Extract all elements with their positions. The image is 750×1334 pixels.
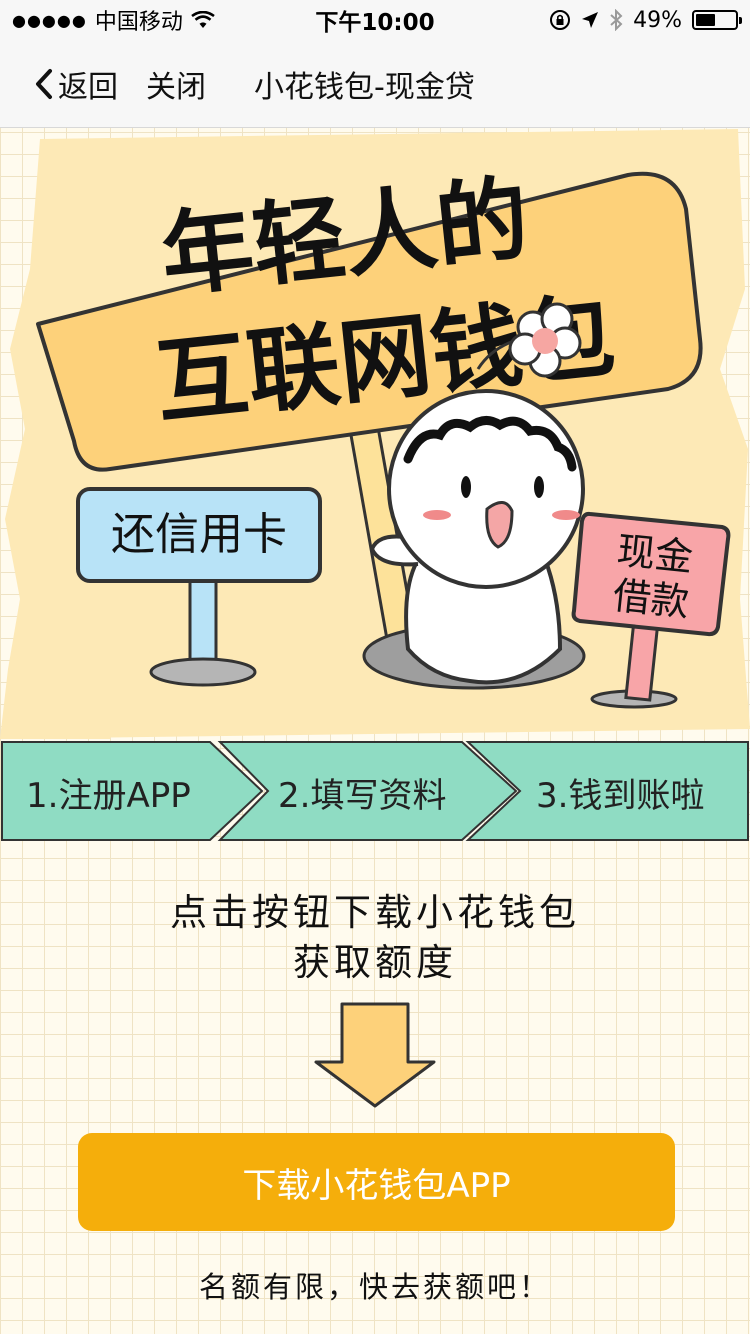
cash-loan-line1: 现金 xyxy=(615,528,695,580)
close-button[interactable]: 关闭 xyxy=(146,69,206,105)
step-1: 1.注册APP xyxy=(26,776,191,816)
status-right: 49% xyxy=(488,7,742,33)
battery-percent: 49% xyxy=(633,7,682,33)
status-time: 下午10:00 xyxy=(315,10,435,36)
page-title: 小花钱包-现金贷 xyxy=(254,69,475,105)
step-2: 2.填写资料 xyxy=(278,776,447,816)
headline-sign xyxy=(36,171,703,472)
cash-loan-line2: 借款 xyxy=(611,573,691,625)
bluetooth-icon xyxy=(610,9,623,31)
rotation-lock-icon xyxy=(550,10,571,30)
carrier-label: 中国移动 xyxy=(94,10,183,35)
footer-note: 名额有限，快去获额吧！ xyxy=(198,1270,551,1304)
prompt-line1: 点击按钮下载小花钱包 xyxy=(170,891,580,934)
credit-card-sign-label: 还信用卡 xyxy=(111,509,287,560)
steps-banner: 1.注册APP 2.填写资料 3.钱到账啦 xyxy=(0,740,750,842)
flower-icon xyxy=(508,302,582,378)
step-3: 3.钱到账啦 xyxy=(536,776,705,816)
signal-icon: ●●●●● xyxy=(12,10,87,30)
back-button[interactable]: 返回 xyxy=(34,62,118,106)
mascot xyxy=(362,302,586,690)
wifi-icon xyxy=(191,11,215,28)
nav-bar: 返回 关闭 小花钱包-现金贷 xyxy=(0,40,750,128)
status-bar: ●●●●● 中国移动 下午10:00 49% xyxy=(0,0,750,40)
hero-illustration: 年轻人的 互联网钱包 还信用卡 现金 借款 xyxy=(0,129,750,739)
battery-icon xyxy=(692,10,742,30)
status-left: ●●●●● 中国移动 xyxy=(12,4,262,36)
back-label: 返回 xyxy=(58,69,118,105)
location-icon xyxy=(582,12,599,28)
download-app-button[interactable]: 下载小花钱包APP xyxy=(78,1133,675,1231)
steps-arrows xyxy=(1,741,749,841)
chevron-left-icon xyxy=(36,68,52,99)
down-arrow-icon xyxy=(314,1002,436,1108)
prompt-line2: 获取额度 xyxy=(293,941,457,984)
credit-card-sign xyxy=(76,487,322,687)
cash-loan-sign xyxy=(571,511,731,709)
battery-fill xyxy=(696,14,715,26)
